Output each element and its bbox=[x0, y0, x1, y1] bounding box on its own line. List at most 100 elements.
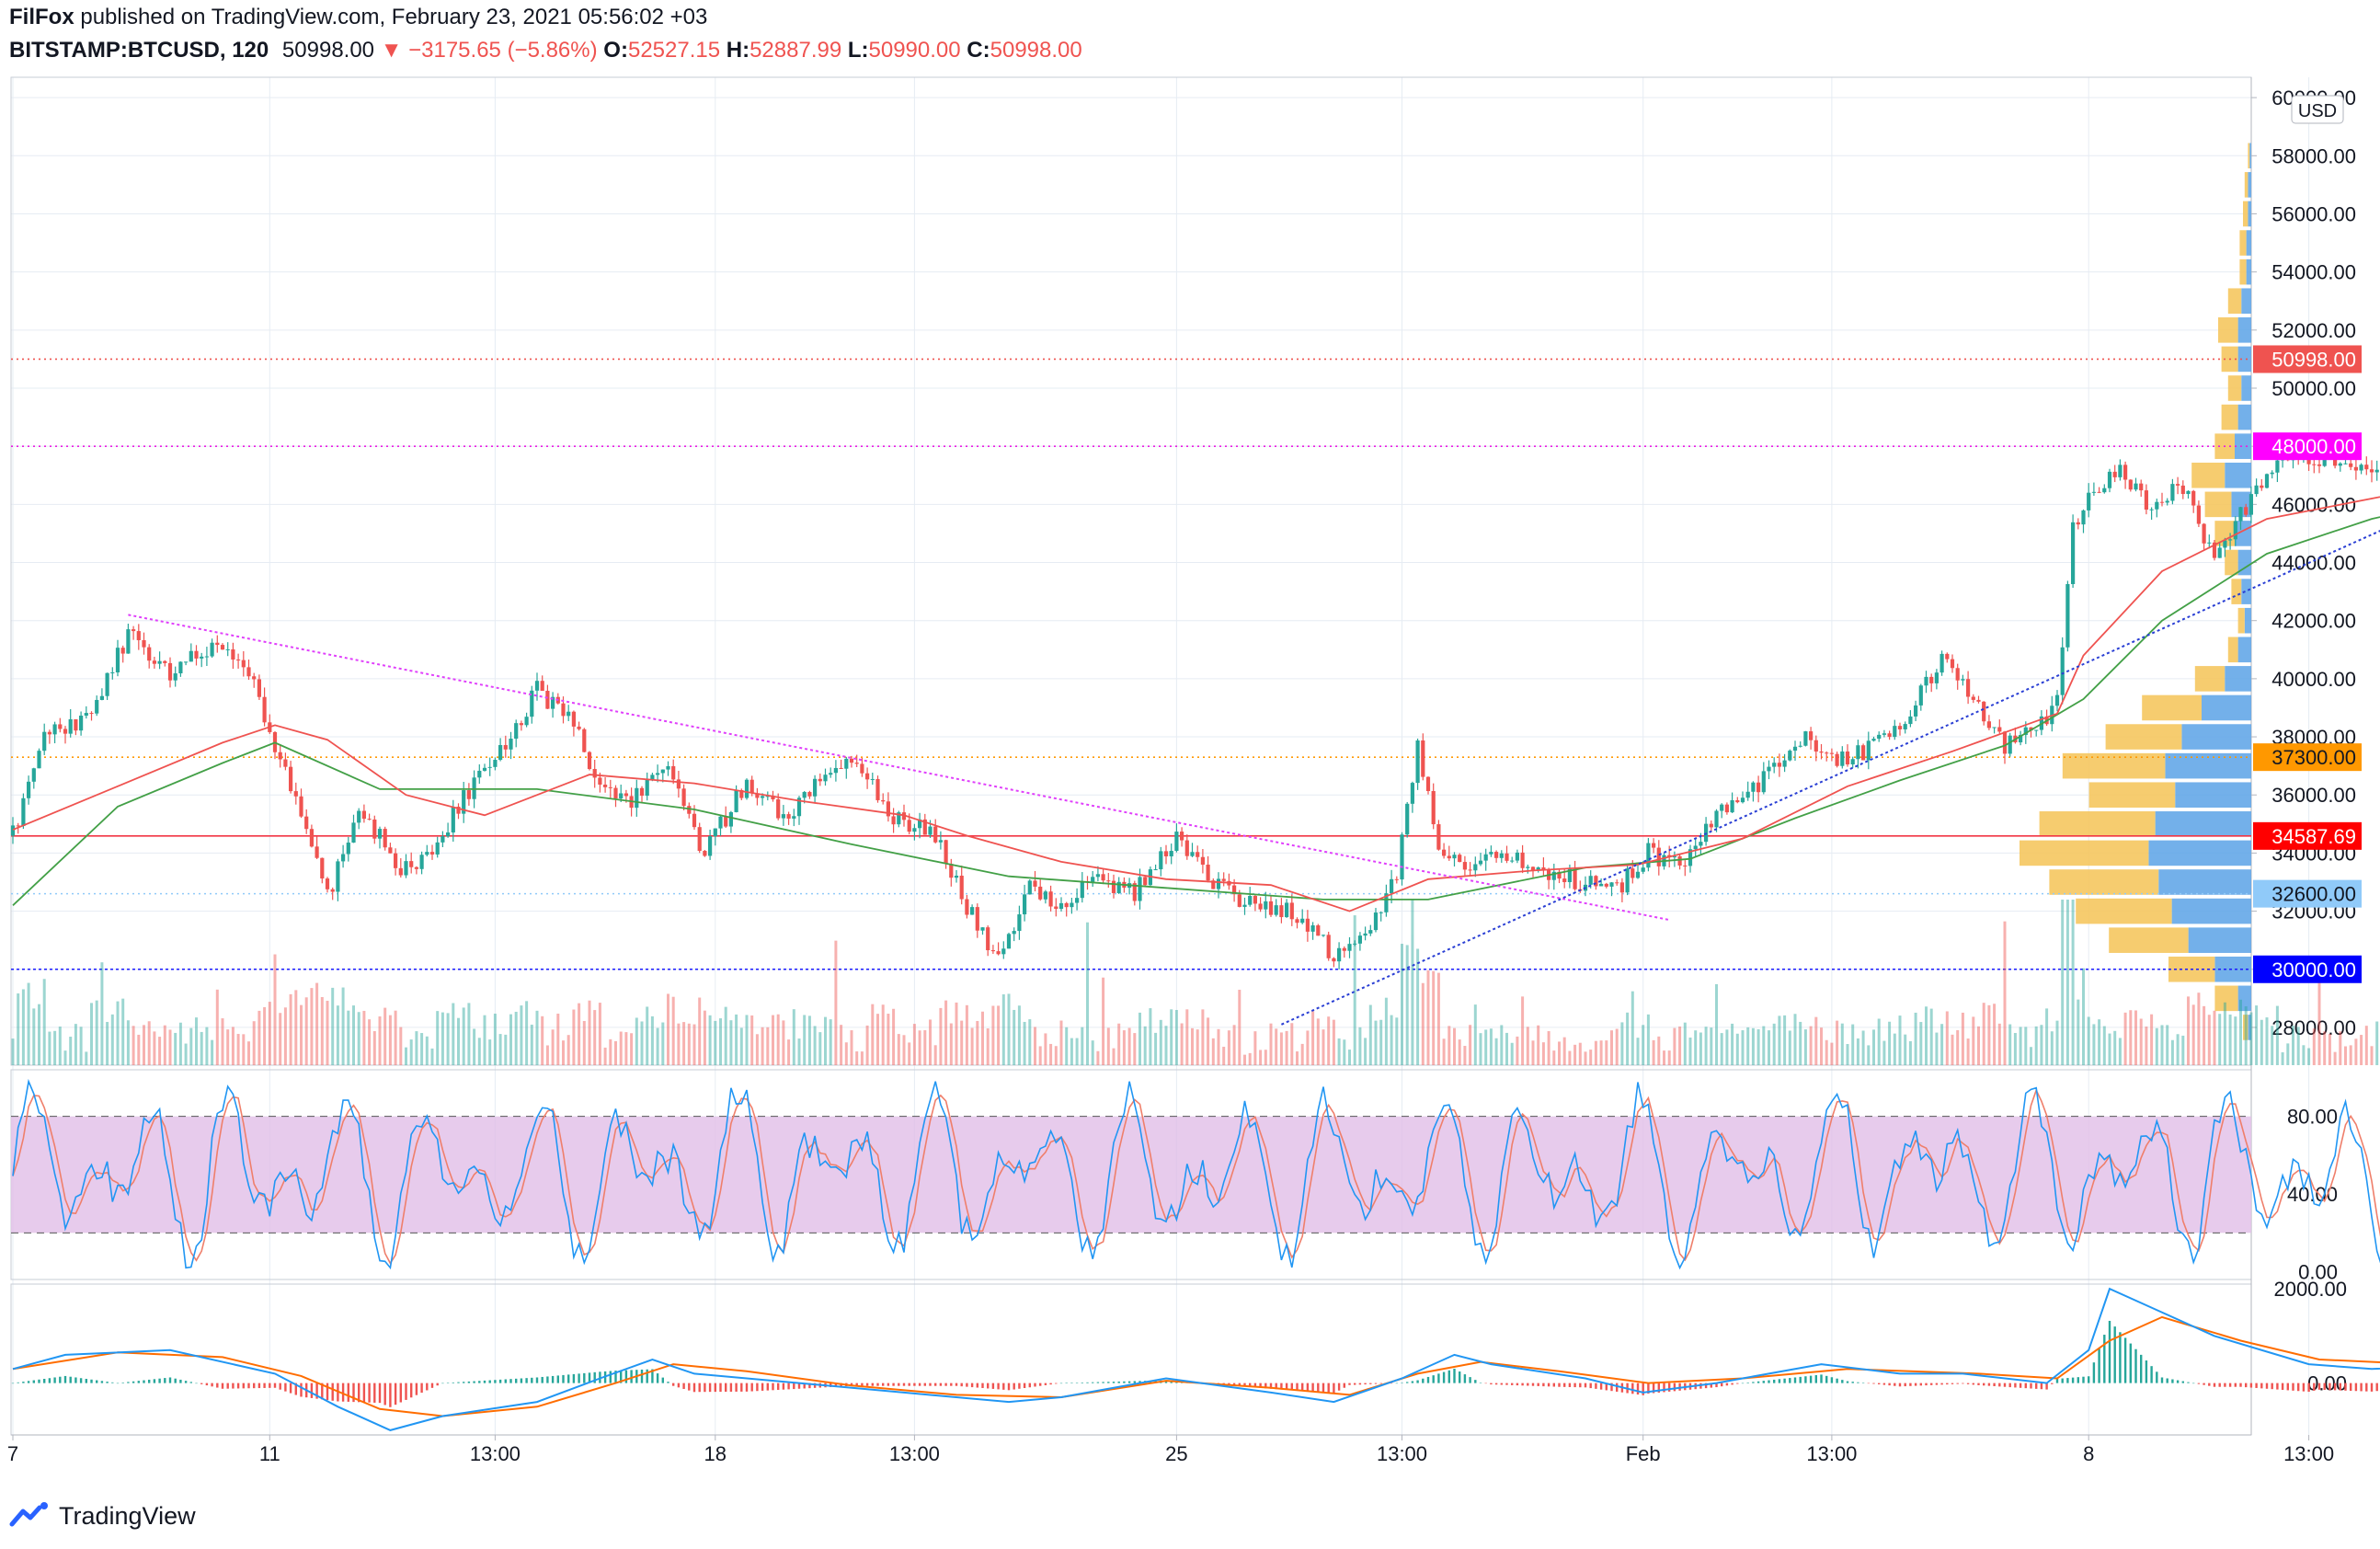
volume-bar bbox=[63, 1050, 67, 1065]
candle-body bbox=[1792, 746, 1798, 752]
candle-body bbox=[99, 695, 104, 700]
macd-histogram-bar bbox=[892, 1383, 895, 1386]
candle-body bbox=[1955, 668, 1960, 681]
macd-histogram-bar bbox=[1306, 1383, 1310, 1392]
macd-histogram-bar bbox=[1127, 1381, 1131, 1383]
tradingview-logo-icon[interactable] bbox=[9, 1502, 51, 1530]
time-tick-label: 7 bbox=[7, 1442, 18, 1465]
macd-histogram-bar bbox=[389, 1383, 392, 1407]
macd-histogram-bar bbox=[2024, 1383, 2027, 1389]
candle-body bbox=[771, 796, 775, 799]
candle-body bbox=[1405, 803, 1410, 835]
volume-bar bbox=[383, 1007, 387, 1065]
macd-histogram-bar bbox=[498, 1379, 502, 1383]
volume-profile-down-bar bbox=[2175, 782, 2251, 809]
candle-body bbox=[451, 807, 455, 833]
macd-histogram-bar bbox=[153, 1379, 156, 1383]
volume-bar bbox=[918, 1030, 921, 1065]
macd-histogram-bar bbox=[1741, 1383, 1745, 1384]
candle-body bbox=[1363, 933, 1367, 936]
candle-body bbox=[1730, 800, 1734, 813]
tradingview-brand[interactable]: TradingView bbox=[59, 1501, 196, 1530]
volume-bar bbox=[247, 1041, 250, 1065]
candle-body bbox=[1693, 845, 1698, 850]
volume-bar bbox=[1201, 1009, 1205, 1065]
volume-bar bbox=[1484, 1029, 1488, 1065]
candle-body bbox=[225, 648, 230, 650]
time-tick-label: Feb bbox=[1626, 1442, 1661, 1465]
candle-body bbox=[1945, 653, 1950, 660]
volume-bar bbox=[1977, 1026, 1980, 1065]
volume-profile-up-bar bbox=[2244, 172, 2248, 198]
candle-body bbox=[2008, 735, 2012, 754]
macd-histogram-bar bbox=[997, 1383, 1000, 1390]
macd-histogram-bar bbox=[2108, 1320, 2111, 1383]
macd-histogram-bar bbox=[1243, 1383, 1246, 1387]
candle-body bbox=[1332, 958, 1336, 962]
candle-body bbox=[823, 774, 828, 782]
publisher-name[interactable]: FilFox bbox=[9, 5, 74, 29]
candle-body bbox=[299, 796, 303, 817]
macd-histogram-bar bbox=[1531, 1383, 1535, 1386]
volume-bar bbox=[310, 988, 314, 1065]
candle-body bbox=[1619, 882, 1624, 893]
macd-histogram-bar bbox=[1358, 1383, 1362, 1385]
volume-bar bbox=[2292, 1026, 2294, 1065]
macd-histogram-bar bbox=[1453, 1368, 1456, 1383]
volume-bar bbox=[1238, 990, 1241, 1065]
volume-bar bbox=[2129, 1010, 2133, 1065]
volume-bar bbox=[211, 1039, 214, 1065]
macd-histogram-bar bbox=[79, 1378, 83, 1383]
symbol-label[interactable]: BITSTAMP:BTCUSD, 120 bbox=[9, 38, 269, 63]
volume-profile-up-bar bbox=[2039, 811, 2156, 837]
volume-bar bbox=[1652, 1039, 1655, 1065]
volume-bar bbox=[1259, 1050, 1263, 1065]
candle-body bbox=[1557, 871, 1562, 879]
volume-bar bbox=[2296, 1027, 2300, 1065]
candle-body bbox=[1850, 759, 1855, 765]
volume-bar bbox=[85, 1051, 88, 1065]
volume-bar bbox=[1956, 1029, 1960, 1065]
volume-profile-down-bar bbox=[2148, 840, 2251, 866]
volume-bar bbox=[362, 1010, 366, 1065]
candle-body bbox=[933, 826, 938, 843]
volume-bar bbox=[106, 1021, 109, 1065]
candle-body bbox=[2170, 484, 2175, 501]
volume-bar bbox=[279, 1013, 282, 1065]
macd-histogram-bar bbox=[1055, 1383, 1058, 1384]
candle-body bbox=[2118, 465, 2123, 477]
macd-pane-frame bbox=[10, 1283, 2252, 1436]
candle-body bbox=[1421, 740, 1425, 777]
volume-bar bbox=[735, 1014, 738, 1065]
volume-bar bbox=[1091, 1040, 1094, 1065]
candle-body bbox=[2186, 490, 2191, 495]
candle-body bbox=[1436, 824, 1441, 850]
candle-body bbox=[781, 814, 785, 819]
candle-body bbox=[147, 647, 152, 661]
macd-histogram-bar bbox=[562, 1374, 565, 1383]
macd-histogram-bar bbox=[59, 1376, 62, 1383]
volume-bar bbox=[970, 1027, 974, 1065]
volume-bar bbox=[2249, 1012, 2253, 1065]
macd-histogram-bar bbox=[1511, 1383, 1514, 1385]
macd-histogram-bar bbox=[1925, 1383, 1928, 1386]
candle-body bbox=[2349, 463, 2353, 467]
volume-profile-up-bar bbox=[2142, 694, 2202, 721]
volume-bar bbox=[1830, 1042, 1834, 1065]
candle-body bbox=[289, 766, 293, 792]
macd-histogram-bar bbox=[976, 1383, 978, 1388]
currency-label: USD bbox=[2298, 101, 2337, 121]
macd-histogram-bar bbox=[483, 1380, 486, 1383]
macd-histogram-bar bbox=[1422, 1378, 1425, 1383]
macd-histogram-bar bbox=[1505, 1383, 1508, 1385]
candle-body bbox=[1530, 866, 1536, 871]
candle-body bbox=[1017, 914, 1022, 932]
candle-body bbox=[1279, 905, 1284, 918]
macd-histogram-bar bbox=[939, 1383, 943, 1386]
volume-bar bbox=[2317, 980, 2321, 1065]
volume-bar bbox=[776, 1014, 780, 1065]
volume-profile-up-bar bbox=[2243, 1015, 2248, 1040]
candle-body bbox=[372, 819, 377, 839]
macd-histogram-bar bbox=[803, 1383, 806, 1389]
